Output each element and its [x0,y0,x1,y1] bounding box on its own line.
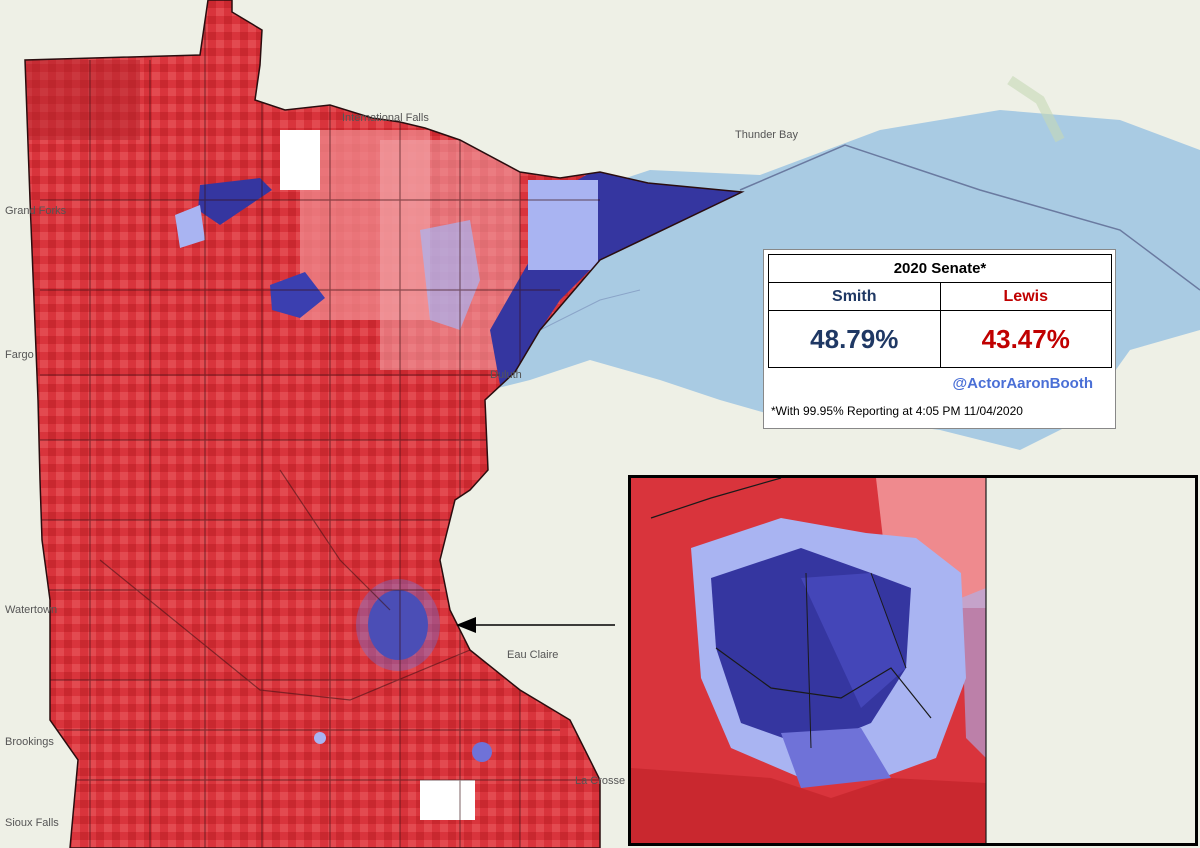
tie-area-south [420,780,475,820]
place-label-international-falls: International Falls [342,112,429,124]
inset-river [650,478,782,519]
dem-leech-lake [270,272,325,318]
inset-wisconsin-land [986,478,1195,843]
inset-county-lines [805,572,907,749]
twin-cities-suburbs [356,579,440,671]
place-label-fargo: Fargo [5,349,34,361]
metro-inset-map [631,478,1195,843]
inset-county-line [715,647,932,719]
place-label-duluth: Duluth [490,369,522,381]
results-title: 2020 Senate* [768,254,1112,283]
dem-red-lake [198,178,272,225]
place-label-watertown: Watertown [5,604,57,616]
place-label-grand-forks: Grand Forks [5,205,67,217]
place-label-sioux-falls: Sioux Falls [5,817,59,829]
lean-dem-iron-range [420,220,480,330]
results-table: 2020 Senate* Smith Lewis 48.79% 43.47% [768,254,1112,368]
twin-cities-dem [368,590,428,660]
park-area [1007,75,1065,143]
place-label-brookings: Brookings [5,736,54,748]
author-credit: @ActorAaronBooth [952,375,1093,392]
rochester-dem [472,742,492,762]
lean-dem-area [175,205,205,248]
mankato-lean-dem [314,732,326,744]
metro-inset [628,475,1198,846]
place-label-eau-claire: Eau Claire [507,649,558,661]
place-label-la-crosse: La Crosse [575,775,625,787]
inset-dem-south-suburbs [781,728,891,788]
strong-rep-region [25,60,140,140]
state-outline [24,0,745,848]
county-lines [40,0,600,848]
candidate-percent-smith: 48.79% [768,310,941,368]
place-label-thunder-bay: Thunder Bay [735,129,798,141]
pointer-arrow-head [456,617,476,633]
candidate-name-smith: Smith [768,282,941,311]
lean-dem-lake-county [528,180,598,270]
results-box: 2020 Senate* Smith Lewis 48.79% 43.47% @… [763,249,1116,429]
candidate-percent-lewis: 43.47% [939,310,1112,368]
canada-us-border [739,144,1200,291]
reporting-footnote: *With 99.95% Reporting at 4:05 PM 11/04/… [771,404,1023,418]
tie-area-north [280,130,320,190]
candidate-name-lewis: Lewis [939,282,1112,311]
inset-rep-south [631,768,986,843]
inset-lean-dem-east [961,588,986,758]
